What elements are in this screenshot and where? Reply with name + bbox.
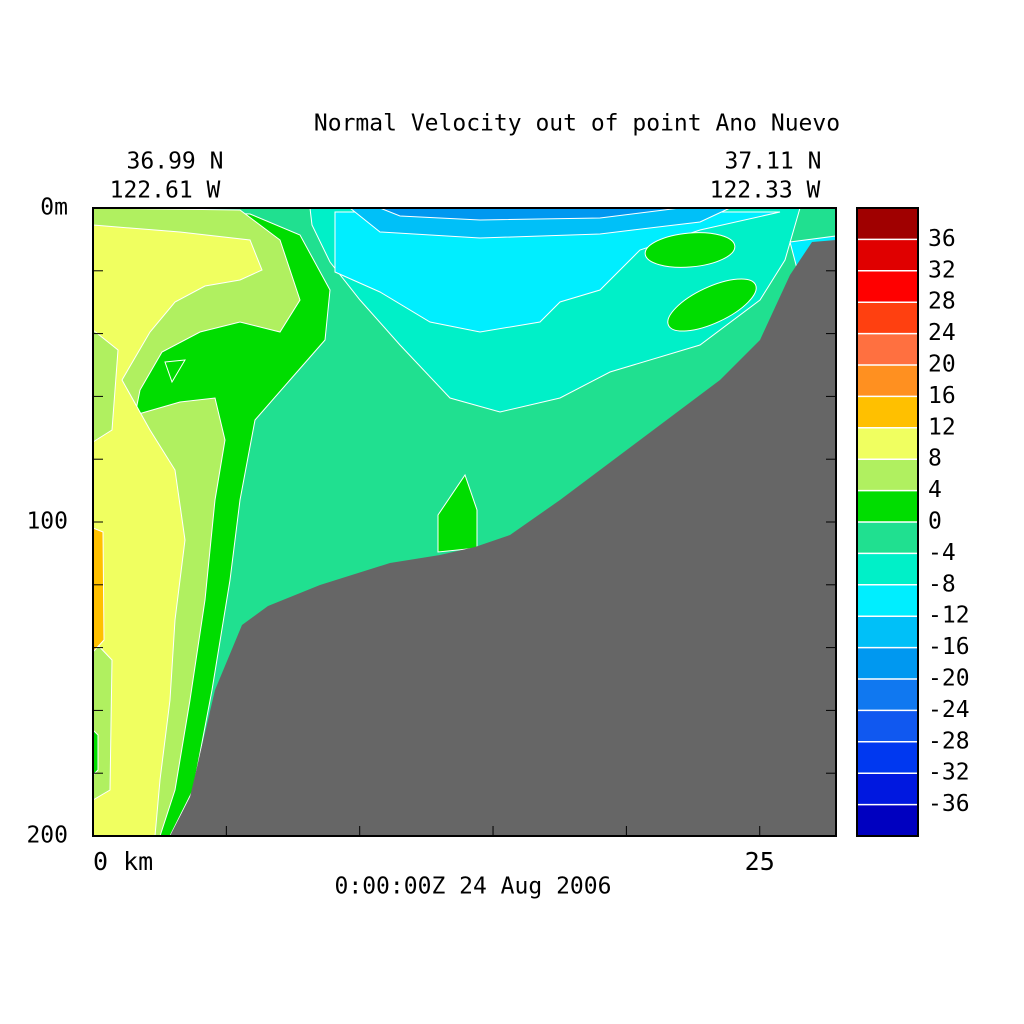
colorbar-bin bbox=[857, 333, 918, 365]
colorbar-label: -36 bbox=[928, 791, 970, 817]
x-tick-label: 0 km bbox=[93, 847, 153, 876]
colorbar-label: 28 bbox=[928, 289, 956, 315]
contour-region bbox=[92, 527, 105, 654]
colorbar-label: 20 bbox=[928, 352, 956, 378]
colorbar-bin bbox=[857, 239, 918, 271]
colorbar-bin bbox=[857, 459, 918, 491]
contour-region bbox=[164, 359, 186, 384]
colorbar-bin bbox=[857, 647, 918, 679]
bathymetry bbox=[170, 240, 836, 836]
colorbar-label: -4 bbox=[928, 540, 956, 566]
colorbar-label: 24 bbox=[928, 320, 956, 346]
colorbar-label: 0 bbox=[928, 509, 942, 535]
colorbar-label: 16 bbox=[928, 383, 956, 409]
colorbar-bin bbox=[857, 741, 918, 774]
contour-region bbox=[92, 638, 113, 801]
colorbar-bin bbox=[857, 804, 918, 836]
chart-title: Normal Velocity out of point Ano Nuevo bbox=[314, 111, 840, 137]
colorbar-bin bbox=[857, 396, 918, 428]
colorbar-label: 4 bbox=[928, 477, 942, 503]
colorbar-label: -16 bbox=[928, 634, 970, 660]
colorbar-bin bbox=[857, 679, 918, 711]
colorbar-bin bbox=[857, 616, 918, 648]
y-tick-label: 200 bbox=[26, 823, 68, 849]
colorbar-bin bbox=[857, 773, 918, 805]
colorbar-label: -20 bbox=[928, 666, 970, 692]
colorbar-bin bbox=[857, 427, 918, 460]
colorbar-bin bbox=[857, 490, 918, 522]
colorbar-label: -28 bbox=[928, 728, 970, 754]
colorbar-bin bbox=[857, 553, 918, 585]
colorbar-label: -24 bbox=[928, 697, 970, 723]
colorbar-label: 36 bbox=[928, 226, 956, 252]
colorbar-bin bbox=[857, 208, 918, 240]
colorbar-label: -8 bbox=[928, 571, 956, 597]
colorbar-label: -12 bbox=[928, 603, 970, 629]
colorbar-bin bbox=[857, 522, 918, 554]
time-label: 0:00:00Z 24 Aug 2006 bbox=[335, 874, 612, 900]
right-longitude: 122.33 W bbox=[710, 178, 821, 204]
contour-region bbox=[644, 232, 736, 268]
colorbar-bin bbox=[857, 270, 918, 303]
colorbar-bin bbox=[857, 584, 918, 617]
y-tick-label: 0m bbox=[40, 195, 68, 221]
colorbar-label: 32 bbox=[928, 257, 956, 283]
colorbar-bin bbox=[857, 365, 918, 397]
colorbar-label: 12 bbox=[928, 414, 956, 440]
contour-region bbox=[334, 211, 781, 333]
contour-region bbox=[667, 278, 757, 332]
left-latitude: 36.99 N bbox=[127, 149, 224, 175]
left-longitude: 122.61 W bbox=[110, 178, 221, 204]
colorbar-bin bbox=[857, 302, 918, 334]
colorbar-label: 8 bbox=[928, 446, 942, 472]
y-tick-label: 100 bbox=[26, 509, 68, 535]
colorbar-bin bbox=[857, 710, 918, 742]
contour-region bbox=[92, 224, 263, 837]
colorbar-frame bbox=[856, 207, 919, 837]
x-tick-label: 25 bbox=[745, 847, 775, 876]
right-latitude: 37.11 N bbox=[725, 149, 822, 175]
colorbar-label: -32 bbox=[928, 760, 970, 786]
